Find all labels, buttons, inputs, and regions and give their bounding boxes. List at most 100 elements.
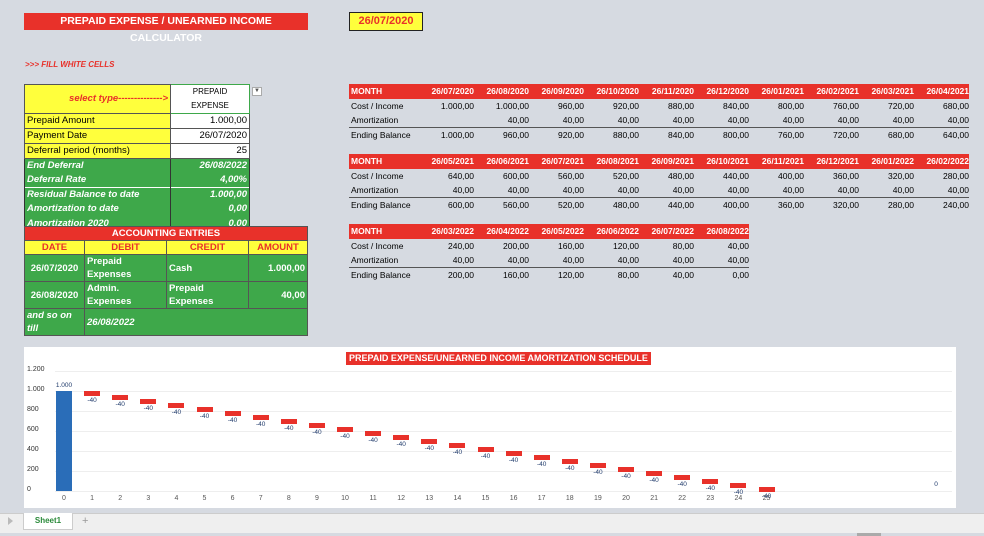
- months-cell[interactable]: 26/02/2022: [914, 154, 969, 169]
- select-type-dropdown[interactable]: PREPAID EXPENSE: [170, 84, 250, 114]
- amort-cell[interactable]: 40,00: [804, 183, 859, 198]
- months-cell[interactable]: 26/08/2022: [694, 224, 749, 239]
- cost-cell[interactable]: 400,00: [778, 170, 804, 181]
- months-cell[interactable]: 26/04/2022: [474, 224, 529, 239]
- ending-cell[interactable]: 560,00: [503, 200, 529, 210]
- amort-cell[interactable]: 40,00: [694, 113, 749, 128]
- ending-cell[interactable]: 240,00: [943, 200, 969, 210]
- months-cell[interactable]: 26/06/2022: [584, 224, 639, 239]
- amort-cell[interactable]: 40,00: [529, 183, 584, 198]
- ending-cell[interactable]: 280,00: [888, 200, 914, 210]
- months-cell[interactable]: 26/07/2021: [529, 154, 584, 169]
- scroll-tabs-icon[interactable]: [8, 517, 13, 525]
- cost-cell[interactable]: 680,00: [943, 100, 969, 111]
- months-cell[interactable]: 26/01/2021: [749, 84, 804, 99]
- payment-date-input[interactable]: 26/07/2020: [170, 128, 250, 144]
- ending-cell[interactable]: 400,00: [723, 200, 749, 210]
- amort-cell[interactable]: 40,00: [639, 183, 694, 198]
- amort-cell[interactable]: 40,00: [474, 183, 529, 198]
- dropdown-arrow-icon[interactable]: ▼: [252, 87, 262, 96]
- cost-cell[interactable]: 120,00: [613, 240, 639, 251]
- tab-sheet1[interactable]: Sheet1: [23, 513, 73, 530]
- amort-cell[interactable]: 40,00: [914, 113, 969, 128]
- cost-cell[interactable]: 280,00: [943, 170, 969, 181]
- ending-cell[interactable]: 520,00: [558, 200, 584, 210]
- ending-cell[interactable]: 1.000,00: [440, 130, 474, 140]
- ending-cell[interactable]: 320,00: [833, 200, 859, 210]
- amortization-chart[interactable]: [24, 347, 956, 508]
- months-cell[interactable]: 26/03/2021: [859, 84, 914, 99]
- ending-cell[interactable]: 480,00: [613, 200, 639, 210]
- amort-cell[interactable]: 40,00: [694, 253, 749, 268]
- cost-cell[interactable]: 200,00: [503, 240, 529, 251]
- cost-cell[interactable]: 240,00: [448, 240, 474, 251]
- ending-cell[interactable]: 800,00: [723, 130, 749, 140]
- amort-cell[interactable]: 40,00: [639, 253, 694, 268]
- ending-cell[interactable]: 920,00: [558, 130, 584, 140]
- months-cell[interactable]: 26/12/2020: [694, 84, 749, 99]
- ending-cell[interactable]: 760,00: [778, 130, 804, 140]
- cost-cell[interactable]: 960,00: [558, 100, 584, 111]
- cost-cell[interactable]: 40,00: [727, 240, 749, 251]
- ending-cell[interactable]: 200,00: [448, 270, 474, 280]
- amort-cell[interactable]: 40,00: [419, 183, 474, 198]
- amort-cell[interactable]: 40,00: [474, 253, 529, 268]
- cost-cell[interactable]: 160,00: [558, 240, 584, 251]
- amort-cell[interactable]: 40,00: [474, 113, 529, 128]
- ending-cell[interactable]: 440,00: [668, 200, 694, 210]
- ending-cell[interactable]: 160,00: [503, 270, 529, 280]
- cost-cell[interactable]: 360,00: [833, 170, 859, 181]
- amort-cell[interactable]: 40,00: [749, 113, 804, 128]
- months-cell[interactable]: 26/03/2022: [419, 224, 474, 239]
- months-cell[interactable]: 26/12/2021: [804, 154, 859, 169]
- cost-cell[interactable]: 440,00: [723, 170, 749, 181]
- ending-cell[interactable]: 680,00: [888, 130, 914, 140]
- ending-cell[interactable]: 0,00: [732, 270, 749, 280]
- cost-cell[interactable]: 840,00: [723, 100, 749, 111]
- prepaid-amount-input[interactable]: 1.000,00: [170, 113, 250, 129]
- amort-cell[interactable]: 40,00: [529, 113, 584, 128]
- cost-cell[interactable]: 1.000,00: [495, 100, 529, 111]
- ending-cell[interactable]: 600,00: [448, 200, 474, 210]
- cost-cell[interactable]: 480,00: [668, 170, 694, 181]
- cost-cell[interactable]: 1.000,00: [440, 100, 474, 111]
- ending-cell[interactable]: 880,00: [613, 130, 639, 140]
- cost-cell[interactable]: 520,00: [613, 170, 639, 181]
- cost-cell[interactable]: 600,00: [503, 170, 529, 181]
- amort-cell[interactable]: 40,00: [859, 113, 914, 128]
- months-cell[interactable]: 26/09/2020: [529, 84, 584, 99]
- months-cell[interactable]: 26/05/2021: [419, 154, 474, 169]
- months-cell[interactable]: 26/08/2021: [584, 154, 639, 169]
- amort-cell[interactable]: 40,00: [694, 183, 749, 198]
- months-cell[interactable]: 26/07/2022: [639, 224, 694, 239]
- amort-cell[interactable]: 40,00: [804, 113, 859, 128]
- ending-cell[interactable]: 840,00: [668, 130, 694, 140]
- add-sheet-button[interactable]: +: [82, 515, 89, 527]
- amort-cell[interactable]: 40,00: [529, 253, 584, 268]
- amort-cell[interactable]: 40,00: [584, 183, 639, 198]
- months-cell[interactable]: 26/09/2021: [639, 154, 694, 169]
- months-cell[interactable]: 26/06/2021: [474, 154, 529, 169]
- amort-cell[interactable]: [419, 113, 474, 128]
- cost-cell[interactable]: 880,00: [668, 100, 694, 111]
- ending-cell[interactable]: 960,00: [503, 130, 529, 140]
- months-cell[interactable]: 26/01/2022: [859, 154, 914, 169]
- cost-cell[interactable]: 720,00: [888, 100, 914, 111]
- months-cell[interactable]: 26/04/2021: [914, 84, 969, 99]
- amort-cell[interactable]: 40,00: [419, 253, 474, 268]
- cost-cell[interactable]: 920,00: [613, 100, 639, 111]
- months-cell[interactable]: 26/10/2021: [694, 154, 749, 169]
- amort-cell[interactable]: 40,00: [914, 183, 969, 198]
- ending-cell[interactable]: 40,00: [672, 270, 694, 280]
- amort-cell[interactable]: 40,00: [639, 113, 694, 128]
- horizontal-scrollbar[interactable]: [857, 533, 881, 536]
- cost-cell[interactable]: 640,00: [448, 170, 474, 181]
- months-cell[interactable]: 26/11/2021: [749, 154, 804, 169]
- ending-cell[interactable]: 360,00: [778, 200, 804, 210]
- cost-cell[interactable]: 760,00: [833, 100, 859, 111]
- amort-cell[interactable]: 40,00: [749, 183, 804, 198]
- current-date[interactable]: 26/07/2020: [349, 12, 423, 31]
- cost-cell[interactable]: 320,00: [888, 170, 914, 181]
- ending-cell[interactable]: 720,00: [833, 130, 859, 140]
- cost-cell[interactable]: 560,00: [558, 170, 584, 181]
